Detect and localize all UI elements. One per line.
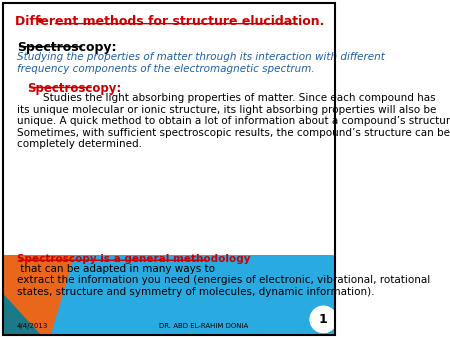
FancyBboxPatch shape	[4, 255, 335, 335]
Text: Spectroscopy:: Spectroscopy:	[17, 41, 117, 53]
Text: Spectroscopy:: Spectroscopy:	[27, 82, 122, 95]
Text: that can be adapted in many ways to
extract the information you need (energies o: that can be adapted in many ways to extr…	[17, 264, 430, 297]
Text: 4/4/2013: 4/4/2013	[17, 322, 48, 329]
Polygon shape	[4, 294, 40, 335]
Text: Studying the properties of matter through its interaction with different
frequen: Studying the properties of matter throug…	[17, 52, 385, 74]
Text: Spectroscopy is a general methodology: Spectroscopy is a general methodology	[17, 254, 251, 264]
Polygon shape	[4, 255, 75, 335]
Text: •: •	[36, 15, 45, 29]
Circle shape	[310, 307, 336, 332]
Text: DR. ABD EL-RAHIM DONIA: DR. ABD EL-RAHIM DONIA	[158, 322, 248, 329]
Text: Studies the light absorbing properties of matter. Since each compound has
its un: Studies the light absorbing properties o…	[17, 93, 450, 149]
Text: Different methods for structure elucidation.: Different methods for structure elucidat…	[14, 15, 324, 28]
Text: 1: 1	[319, 313, 328, 326]
